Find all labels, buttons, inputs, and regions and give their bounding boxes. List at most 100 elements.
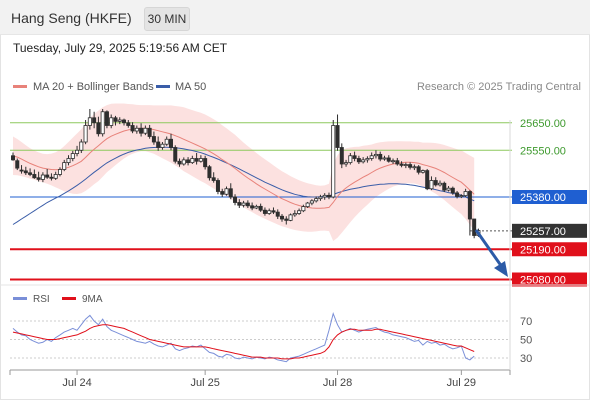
candle-body — [450, 187, 455, 194]
candle-body — [326, 194, 331, 198]
candle-body — [318, 196, 323, 200]
candle-body — [335, 125, 340, 148]
candle-body — [339, 147, 344, 165]
candle-body — [280, 215, 285, 220]
candle-body — [117, 119, 122, 122]
candle-body — [361, 159, 366, 163]
candle-body — [403, 164, 408, 166]
ma20-legend-label: MA 20 + Bollinger Bands — [33, 81, 154, 93]
candle-body — [267, 210, 272, 214]
rsi-panel: 70 50 30 — [10, 311, 532, 365]
candle-body — [134, 127, 139, 132]
x-tick-label: Jul 24 — [62, 377, 91, 389]
candle-body — [237, 202, 242, 206]
candle-body — [87, 117, 92, 126]
candle-body — [420, 170, 425, 173]
last-price-tag — [512, 223, 587, 238]
candle-body — [70, 153, 75, 159]
candle-body — [348, 155, 353, 164]
support-tag — [512, 272, 587, 287]
ma20-legend-swatch — [13, 85, 27, 88]
candle-body — [459, 195, 464, 198]
candle-body — [75, 149, 80, 154]
candle-body — [190, 158, 195, 164]
rsi-level-label: 50 — [520, 335, 532, 347]
candle-body — [109, 117, 114, 126]
candle-body — [92, 117, 97, 124]
candle-body — [62, 162, 67, 170]
rsi-ma-legend-swatch — [62, 297, 76, 300]
candle-body — [416, 166, 421, 173]
candle-body — [156, 141, 161, 148]
candle-body — [408, 164, 413, 168]
rsi-ma-legend-label: 9MA — [82, 294, 103, 305]
candle-body — [45, 174, 50, 178]
price-levels — [10, 122, 512, 281]
candle-body — [207, 166, 212, 179]
candle-body — [322, 194, 327, 198]
candle-body — [198, 158, 203, 162]
bollinger-band-fill — [13, 103, 475, 241]
candle-body — [429, 180, 434, 190]
candle-body — [356, 158, 361, 163]
rsi-legend-swatch — [13, 297, 27, 300]
candle-body — [28, 172, 33, 175]
candle-body — [314, 198, 319, 202]
candle-body — [203, 158, 208, 168]
pivot-label: 25380.00 — [520, 192, 566, 204]
candle-body — [211, 177, 216, 181]
candle-body — [425, 170, 430, 190]
rsi-legend-label: RSI — [33, 294, 50, 305]
candle-body — [309, 200, 314, 204]
candle-body — [245, 202, 250, 207]
candle-body — [241, 202, 246, 206]
candle-body — [442, 182, 447, 191]
rsi-level-label: 70 — [520, 316, 532, 328]
candles — [10, 109, 481, 239]
timestamp: Tuesday, July 29, 2025 5:19:56 AM CET — [13, 41, 228, 55]
candle-body — [305, 202, 310, 208]
ma50-legend-swatch — [156, 85, 170, 88]
candle-body — [181, 159, 186, 165]
candle-body — [292, 213, 297, 216]
pivot-tag — [512, 190, 587, 204]
x-tick-label: Jul 28 — [323, 377, 352, 389]
candle-body — [258, 205, 263, 211]
candle-body — [173, 147, 178, 162]
candle-body — [49, 176, 54, 179]
candle-body — [412, 166, 417, 169]
candle-body — [66, 158, 71, 164]
candle-body — [177, 160, 182, 165]
timeframe-badge[interactable]: 30 MIN — [144, 7, 190, 31]
x-tick-label: Jul 29 — [447, 377, 476, 389]
candle-body — [126, 122, 131, 126]
candle-body — [53, 174, 58, 179]
candle-body — [168, 138, 173, 148]
candle-body — [399, 163, 404, 166]
instrument-title: Hang Seng (HKFE) — [11, 10, 132, 26]
candle-body — [467, 191, 472, 220]
candle-body — [472, 218, 477, 236]
bollinger-band — [13, 103, 475, 241]
candle-body — [233, 196, 238, 203]
candle-body — [160, 143, 165, 148]
candle-body — [262, 209, 267, 214]
candle-body — [365, 158, 370, 161]
candle-body — [104, 111, 109, 126]
candle-body — [288, 214, 293, 221]
candle-body — [100, 111, 105, 135]
candle-body — [297, 210, 302, 214]
candle-body — [139, 127, 144, 134]
candle-body — [284, 218, 289, 221]
ma50-legend-label: MA 50 — [175, 81, 206, 93]
candle-body — [373, 153, 378, 157]
candle-body — [331, 125, 336, 198]
candle-body — [301, 206, 306, 212]
candle-body — [437, 182, 442, 186]
candle-body — [344, 162, 349, 165]
candle-body — [194, 158, 199, 162]
ma50-line — [12, 146, 475, 225]
x-tick-label: Jul 25 — [190, 377, 219, 389]
candle-body — [40, 174, 45, 180]
